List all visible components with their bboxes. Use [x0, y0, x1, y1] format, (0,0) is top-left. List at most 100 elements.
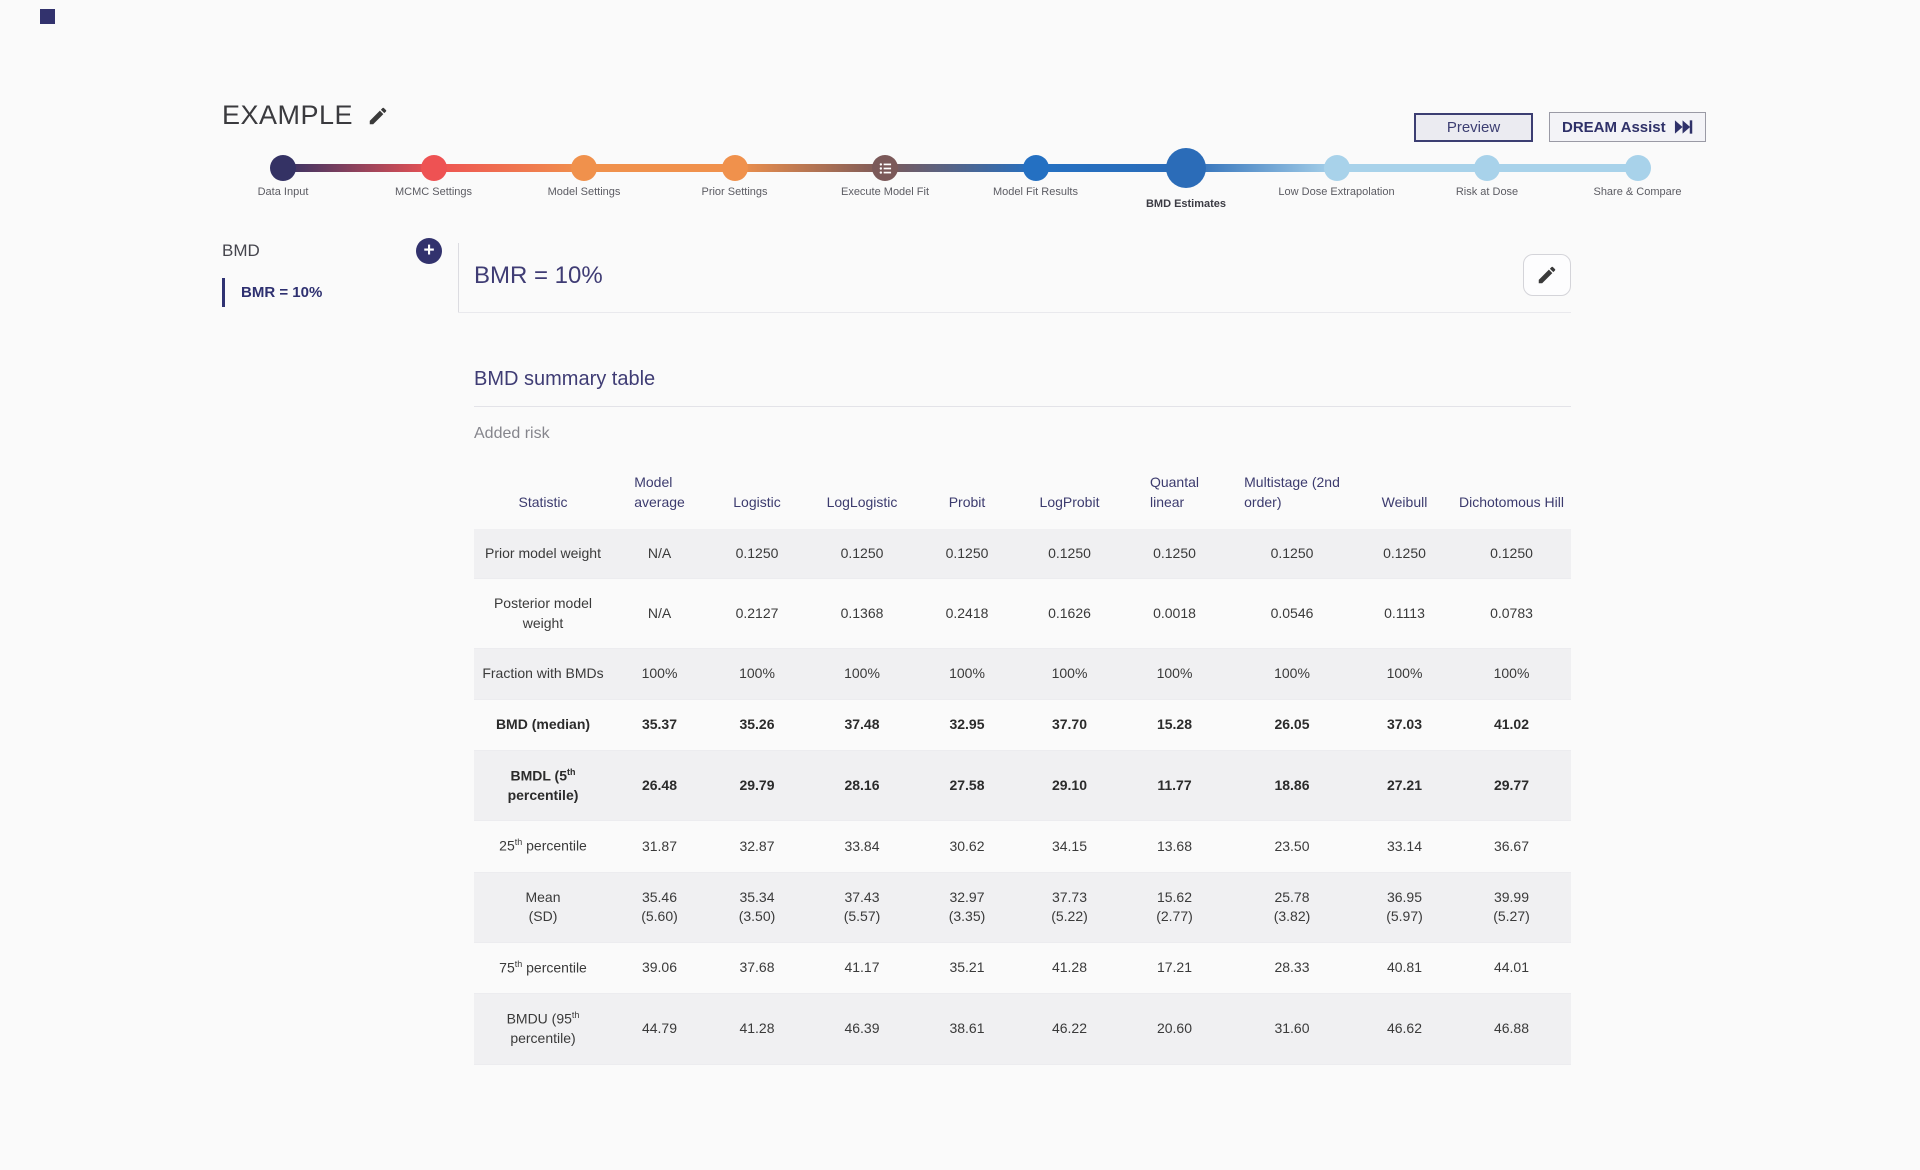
step-prior-settings[interactable] — [721, 155, 748, 181]
value-cell: 35.34 (3.50) — [707, 872, 807, 943]
table-row: Prior model weight N/A 0.1250 0.1250 0.1250 0… — [474, 528, 1571, 580]
value-cell: 46.88 — [1452, 993, 1571, 1065]
value-cell: 100% — [1227, 648, 1357, 700]
value-cell: 35.26 — [707, 699, 807, 751]
value-cell: 0.1368 — [807, 578, 917, 650]
value-cell: 17.21 — [1122, 942, 1227, 995]
value-cell: 100% — [1017, 648, 1122, 700]
heading-divider — [458, 312, 1571, 313]
edit-title-pencil-icon[interactable] — [367, 105, 389, 127]
value-cell: 44.01 — [1452, 942, 1571, 995]
step-share-compare[interactable] — [1624, 155, 1651, 181]
column-header-weibull: Weibull — [1381, 494, 1428, 511]
step-connector — [734, 164, 885, 172]
skip-forward-icon — [1674, 120, 1692, 134]
table-row: Posterior model weight N/A 0.2127 0.1368 0.2… — [474, 578, 1571, 650]
value-cell: 0.1250 — [707, 528, 807, 580]
statistic-cell: Mean (SD) — [474, 872, 612, 943]
value-cell: N/A — [612, 578, 707, 650]
step-low-dose-extrapolation[interactable] — [1323, 155, 1350, 181]
value-cell: 100% — [1122, 648, 1227, 700]
statistic-cell: BMDL (5th percentile) — [474, 750, 612, 822]
value-cell: 37.43 (5.57) — [807, 872, 917, 943]
value-cell: 100% — [612, 648, 707, 700]
column-header-multistage-2nd-order: Multistage (2nd order) — [1244, 474, 1340, 511]
column-header-logistic: Logistic — [733, 494, 781, 511]
value-cell: 0.2127 — [707, 578, 807, 650]
edit-bmr-button[interactable] — [1523, 254, 1571, 296]
value-cell: 35.21 — [917, 942, 1017, 995]
value-cell: 37.70 — [1017, 699, 1122, 751]
value-cell: 0.1250 — [807, 528, 917, 580]
preview-button[interactable]: Preview — [1414, 112, 1533, 142]
value-cell: 18.86 — [1227, 750, 1357, 822]
value-cell: 100% — [1452, 648, 1571, 700]
sidebar-item-bmr-10[interactable]: BMR = 10% — [222, 278, 442, 307]
value-cell: 29.77 — [1452, 750, 1571, 822]
value-cell: 28.33 — [1227, 942, 1357, 995]
step-data-input[interactable] — [270, 155, 296, 181]
value-cell: 15.28 — [1122, 699, 1227, 751]
step-mcmc-settings[interactable] — [420, 155, 447, 181]
statistic-cell: 75th percentile — [474, 942, 612, 995]
value-cell: 35.37 — [612, 699, 707, 751]
bmr-heading: BMR = 10% — [474, 262, 603, 289]
value-cell: 0.1250 — [1357, 528, 1452, 580]
step-bmd-estimates[interactable] — [1166, 148, 1206, 188]
add-bmr-button[interactable]: + — [416, 238, 442, 264]
value-cell: 32.97 (3.35) — [917, 872, 1017, 943]
bmd-summary-table: Statistic Model average Logistic LogLogistic… — [474, 462, 1571, 1065]
statistic-cell: BMDU (95th percentile) — [474, 993, 612, 1065]
value-cell: 0.1250 — [917, 528, 1017, 580]
value-cell: 26.05 — [1227, 699, 1357, 751]
step-model-fit-results[interactable] — [1022, 155, 1049, 181]
value-cell: 29.10 — [1017, 750, 1122, 822]
value-cell: 0.0546 — [1227, 578, 1357, 650]
table-row: 75th percentile 39.06 37.68 41.17 35.21 41.28… — [474, 942, 1571, 995]
step-risk-at-dose[interactable] — [1474, 155, 1500, 181]
value-cell: 20.60 — [1122, 993, 1227, 1065]
value-cell: 100% — [1357, 648, 1452, 700]
value-cell: 33.84 — [807, 820, 917, 873]
value-cell: 34.15 — [1017, 820, 1122, 873]
summary-table-title: BMD summary table — [474, 368, 656, 390]
list-icon — [879, 162, 891, 174]
step-connector — [1487, 164, 1638, 172]
section-divider — [474, 406, 1571, 407]
table-row: Mean (SD) 35.46 (5.60) 35.34 (3.50) 37.43 (5.57… — [474, 872, 1571, 943]
step-connector — [584, 164, 735, 172]
value-cell: 31.60 — [1227, 993, 1357, 1065]
value-cell: 46.22 — [1017, 993, 1122, 1065]
value-cell: 13.68 — [1122, 820, 1227, 873]
value-cell: 30.62 — [917, 820, 1017, 873]
value-cell: 37.68 — [707, 942, 807, 995]
value-cell: 38.61 — [917, 993, 1017, 1065]
statistic-cell: Prior model weight — [474, 528, 612, 580]
pencil-icon — [1538, 266, 1556, 284]
value-cell: 0.1250 — [1227, 528, 1357, 580]
step-label-bmd-estimates: BMD Estimates — [1145, 198, 1227, 210]
step-connector — [283, 164, 434, 172]
value-cell: 44.79 — [612, 993, 707, 1065]
value-cell: 41.02 — [1452, 699, 1571, 751]
column-header-loglogistic: LogLogistic — [826, 494, 898, 511]
statistic-cell: BMD (median) — [474, 699, 612, 751]
dream-assist-button[interactable]: DREAM Assist — [1549, 112, 1706, 142]
column-header-quantal-linear: Quantal linear — [1149, 474, 1200, 511]
bmr-sidebar: BMD + BMR = 10% — [222, 238, 442, 307]
step-connector — [1035, 164, 1186, 172]
value-cell: 0.1626 — [1017, 578, 1122, 650]
statistic-cell: 25th percentile — [474, 820, 612, 873]
table-row: BMDU (95th percentile) 44.79 41.28 46.39 38.6… — [474, 993, 1571, 1065]
step-execute-model-fit[interactable] — [872, 155, 898, 181]
value-cell: 46.62 — [1357, 993, 1452, 1065]
value-cell: 29.79 — [707, 750, 807, 822]
step-model-settings[interactable] — [571, 155, 597, 181]
value-cell: 0.1113 — [1357, 578, 1452, 650]
step-label-share-compare: Share & Compare — [1593, 186, 1682, 198]
step-label-execute-model-fit: Execute Model Fit — [840, 186, 930, 198]
value-cell: 0.0018 — [1122, 578, 1227, 650]
value-cell: 0.0783 — [1452, 578, 1571, 650]
step-connector — [885, 164, 1036, 172]
